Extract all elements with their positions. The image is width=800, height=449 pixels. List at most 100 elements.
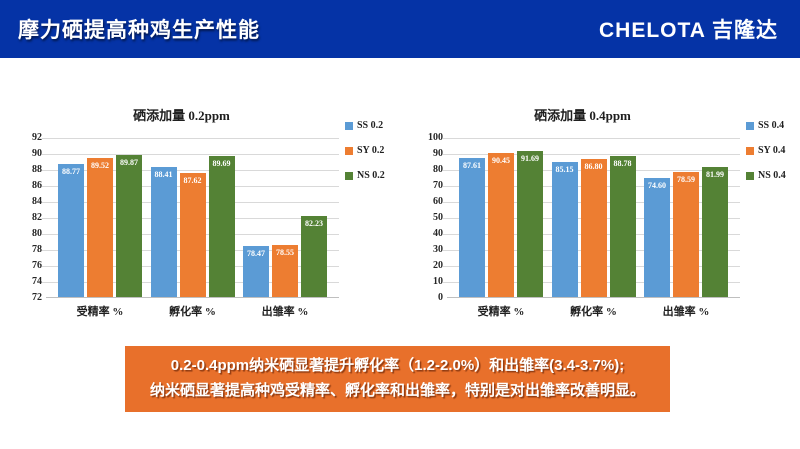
y-tick-label: 86	[32, 180, 42, 191]
bar-value-label: 78.59	[677, 175, 695, 185]
bar-value-label: 89.69	[212, 159, 231, 169]
y-tick-label: 10	[433, 276, 443, 287]
bar-value-label: 91.69	[521, 154, 539, 164]
y-tick-label: 50	[433, 212, 443, 223]
legend-swatch-icon	[746, 171, 754, 180]
y-tick-label: 84	[32, 196, 42, 207]
chart-body: 92 90 88 86 84 82 80 78 76 74 72 88.77 89.52 89.87 88.…	[24, 120, 397, 303]
gridline	[443, 154, 740, 155]
x-category-label: 出雏率 %	[662, 306, 710, 318]
y-tick-label: 60	[433, 196, 443, 207]
bar-value-label: 81.99	[706, 169, 724, 179]
summary-callout: 0.2-0.4ppm纳米硒显著提升孵化率（1.2-2.0%）和出雏率(3.4-3…	[125, 346, 670, 412]
bar-sy-0.4: 86.80	[580, 159, 607, 297]
y-tick-label: 40	[433, 228, 443, 239]
bar-ns-0.2: 82.23	[301, 215, 327, 297]
bar-sy-0.2: 89.52	[87, 157, 113, 297]
bar-value-label: 88.78	[613, 158, 632, 168]
legend-item: SY 0.4	[746, 145, 798, 156]
y-tick-label: 70	[433, 180, 443, 191]
bar-value-label: 82.23	[305, 218, 323, 228]
y-tick-label: 30	[433, 244, 443, 255]
chart-body: 100 90 80 70 60 50 40 30 20 10 0 87.61 90.45 91.69 85.…	[425, 120, 798, 303]
bar-value-label: 78.55	[276, 247, 294, 257]
page-title: 摩力硒提高种鸡生产性能	[18, 19, 260, 42]
y-tick-label: 76	[32, 260, 42, 271]
bar-value-label: 86.80	[584, 162, 603, 171]
y-tick-label: 90	[32, 148, 42, 159]
x-category-label: 受精率 %	[477, 306, 525, 318]
bar-value-label: 88.77	[62, 166, 80, 176]
gridline	[42, 154, 339, 155]
legend-item: SS 0.2	[345, 120, 397, 131]
bar-value-label: 88.41	[154, 169, 173, 179]
bar-ss-0.2: 88.41	[150, 166, 177, 297]
y-tick-label: 82	[32, 212, 42, 223]
y-tick-label: 92	[32, 132, 42, 143]
bar-ss-0.2: 78.47	[243, 245, 269, 297]
x-category-label: 孵化率 %	[570, 306, 617, 318]
brand-logo: CHELOTA 吉隆达	[599, 19, 778, 42]
legend-swatch-icon	[345, 121, 353, 130]
y-tick-label: 80	[32, 228, 42, 239]
bar-sy-0.4: 78.59	[673, 172, 699, 297]
chart-1: 硒添加量 0.2ppm 92 90 88 86 84 82 80 78 76 74 72 88.77 89…	[24, 105, 397, 319]
y-tick-label: 100	[428, 132, 443, 143]
bar-group: 87.61 90.45 91.69	[459, 138, 543, 297]
legend: SS 0.4 SY 0.4 NS 0.4	[740, 120, 798, 298]
bar-ss-0.4: 85.15	[551, 161, 578, 297]
bar-ns-0.2: 89.87	[116, 154, 142, 297]
gridline	[42, 138, 339, 139]
y-tick-label: 78	[32, 244, 42, 255]
chart-title: 硒添加量 0.2ppm	[133, 108, 230, 123]
y-tick-label: 0	[438, 292, 443, 303]
header: 摩力硒提高种鸡生产性能 CHELOTA 吉隆达	[0, 0, 800, 58]
bar-value-label: 89.52	[91, 160, 109, 170]
legend-swatch-icon	[746, 146, 754, 155]
x-category-label: 受精率 %	[76, 306, 124, 318]
y-tick-label: 72	[32, 292, 42, 303]
bar-value-label: 87.61	[463, 160, 481, 170]
gridline	[443, 138, 740, 139]
bar-group: 78.47 78.55 82.23	[243, 138, 327, 297]
legend-label: NS 0.2	[357, 170, 385, 181]
bar-value-label: 85.15	[555, 164, 574, 174]
bar-ss-0.2: 88.77	[58, 163, 84, 297]
bar-groups: 87.61 90.45 91.69 85.15 86.80 88.78 74.60 78.59…	[447, 138, 740, 297]
bar-ss-0.4: 87.61	[459, 157, 485, 297]
legend-swatch-icon	[345, 171, 353, 180]
x-category-label: 孵化率 %	[169, 306, 216, 318]
plot-area: 88.77 89.52 89.87 88.41 87.62 89.69 78.47 78.55…	[42, 138, 339, 298]
bar-sy-0.2: 78.55	[272, 244, 298, 297]
legend-swatch-icon	[746, 121, 754, 130]
bar-sy-0.2: 87.62	[179, 172, 206, 297]
bar-value-label: 90.45	[492, 156, 510, 166]
x-axis-labels: 受精率 % 孵化率 % 出雏率 %	[447, 303, 740, 319]
y-tick-label: 88	[32, 164, 42, 175]
charts-row: 硒添加量 0.2ppm 92 90 88 86 84 82 80 78 76 74 72 88.77 89…	[0, 58, 800, 319]
legend-item: NS 0.2	[345, 170, 397, 181]
bar-ns-0.4: 88.78	[609, 155, 636, 297]
chart-title: 硒添加量 0.4ppm	[534, 108, 631, 123]
legend-swatch-icon	[345, 146, 353, 155]
chart-2: 硒添加量 0.4ppm 100 90 80 70 60 50 40 30 20 10 0 87.61 90…	[425, 105, 798, 319]
legend-label: SY 0.2	[357, 145, 385, 156]
legend-item: NS 0.4	[746, 170, 798, 181]
y-axis: 92 90 88 86 84 82 80 78 76 74 72	[24, 132, 46, 303]
plot-area: 87.61 90.45 91.69 85.15 86.80 88.78 74.60 78.59…	[443, 138, 740, 298]
legend-item: SS 0.4	[746, 120, 798, 131]
legend-label: SY 0.4	[758, 145, 786, 156]
gridline	[42, 170, 339, 171]
bar-ns-0.4: 81.99	[702, 166, 728, 297]
y-tick-label: 80	[433, 164, 443, 175]
x-axis-labels: 受精率 % 孵化率 % 出雏率 %	[46, 303, 339, 319]
x-category-label: 出雏率 %	[261, 306, 309, 318]
bar-value-label: 78.47	[247, 248, 265, 258]
bar-group: 88.77 89.52 89.87	[58, 138, 142, 297]
legend-label: SS 0.4	[758, 120, 785, 131]
callout-line-2: 纳米硒显著提高种鸡受精率、孵化率和出雏率，特别是对出雏率改善明显。	[149, 381, 645, 399]
legend: SS 0.2 SY 0.2 NS 0.2	[339, 120, 397, 298]
y-tick-label: 74	[32, 276, 42, 287]
y-axis: 100 90 80 70 60 50 40 30 20 10 0	[425, 132, 447, 303]
